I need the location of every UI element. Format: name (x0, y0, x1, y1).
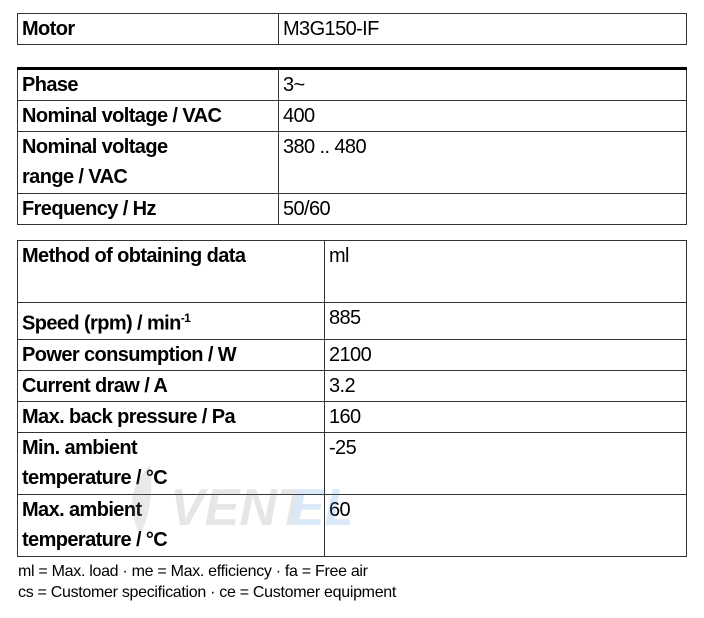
row-label: Max. ambient temperature / °C (17, 493, 325, 557)
footnote-line-2: cs = Customer specification · ce = Custo… (18, 584, 397, 601)
row-value: -25 (324, 431, 687, 495)
table-row: Max. ambient temperature / °C 60 (17, 493, 687, 557)
table-row: Nominal voltage range / VAC 380 .. 480 (17, 131, 687, 194)
row-label: Speed (rpm) / min-1 (17, 302, 325, 340)
row-label: Method of obtaining data (17, 240, 325, 303)
row-value: 885 (324, 302, 687, 340)
footnote-line-1: ml = Max. load · me = Max. efficiency · … (18, 563, 368, 580)
performance-table: Method of obtaining data ml Speed (rpm) /… (17, 240, 687, 557)
table-row: Method of obtaining data ml (17, 240, 687, 303)
row-label: Phase (17, 68, 279, 101)
row-value: ml (324, 240, 687, 303)
row-value: 50/60 (278, 193, 687, 225)
table-row: Phase 3~ (17, 68, 687, 101)
motor-table: Motor M3G150-IF (17, 13, 687, 45)
table-row: Current draw / A 3.2 (17, 369, 687, 402)
row-label: Frequency / Hz (17, 193, 279, 225)
table-row: Min. ambient temperature / °C -25 (17, 431, 687, 495)
row-label: Max. back pressure / Pa (17, 400, 325, 433)
table-row: Power consumption / W 2100 (17, 338, 687, 371)
row-label: Current draw / A (17, 369, 325, 402)
row-value: 60 (324, 493, 687, 557)
table-row: Frequency / Hz 50/60 (17, 193, 687, 225)
row-value: 3~ (278, 68, 687, 101)
row-label: Motor (17, 13, 279, 45)
table-row: Speed (rpm) / min-1 885 (17, 302, 687, 340)
row-value: 160 (324, 400, 687, 433)
row-value: 2100 (324, 338, 687, 371)
row-label: Nominal voltage range / VAC (17, 131, 279, 194)
speed-label: Speed (rpm) / min (22, 312, 181, 335)
row-label: Power consumption / W (17, 338, 325, 371)
table-row: Motor M3G150-IF (17, 13, 687, 45)
row-value: 400 (278, 100, 687, 132)
row-value: M3G150-IF (278, 13, 687, 45)
table-row: Nominal voltage / VAC 400 (17, 100, 687, 132)
row-value: 3.2 (324, 369, 687, 402)
speed-unit-exponent: -1 (180, 311, 191, 325)
electrical-table: Phase 3~ Nominal voltage / VAC 400 Nominal… (17, 67, 687, 225)
row-label: Min. ambient temperature / °C (17, 431, 325, 495)
row-label: Nominal voltage / VAC (17, 100, 279, 132)
row-value: 380 .. 480 (278, 131, 687, 194)
table-row: Max. back pressure / Pa 160 (17, 400, 687, 433)
